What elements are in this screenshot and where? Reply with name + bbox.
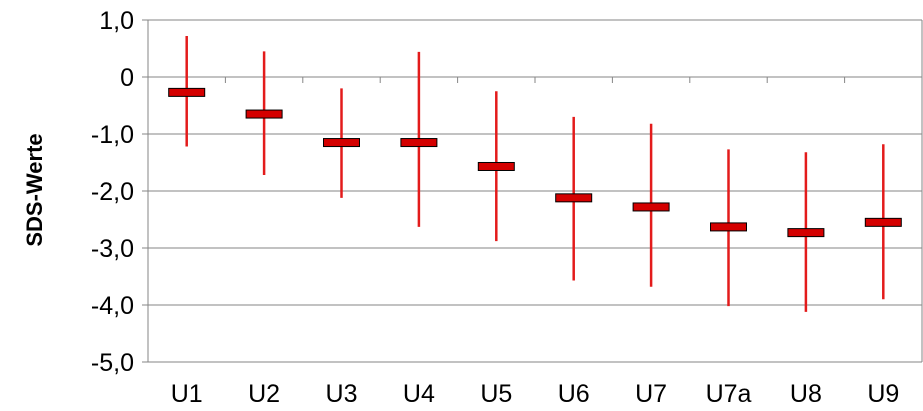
error-bar-series <box>168 35 902 312</box>
x-tick-label: U7a <box>706 380 752 408</box>
mean-marker <box>787 228 825 238</box>
gridlines <box>148 19 922 306</box>
y-tick-label: -4,0 <box>91 292 134 320</box>
y-tick-label: -1,0 <box>91 121 134 149</box>
mean-marker <box>323 138 360 148</box>
x-tick-label: U4 <box>403 380 435 408</box>
mean-marker <box>710 222 747 232</box>
y-axis-title: SDS-Werte <box>22 133 47 246</box>
x-tick-label: U6 <box>558 380 590 408</box>
y-tick-label: -5,0 <box>91 349 134 377</box>
y-tick-labels: 1,0 0 -1,0 -2,0 -3,0 -4,0 -5,0 <box>91 7 134 377</box>
mean-marker <box>168 87 206 97</box>
x-tick-label: U8 <box>790 380 822 408</box>
axes <box>142 19 923 363</box>
x-tick-label: U5 <box>480 380 512 408</box>
mean-marker <box>245 109 283 119</box>
y-tick-label: -2,0 <box>91 178 134 206</box>
mean-marker <box>400 138 438 148</box>
y-tick-label: -3,0 <box>91 235 134 263</box>
x-tick-label: U2 <box>248 380 280 408</box>
x-tick-label: U9 <box>867 380 899 408</box>
mean-marker <box>864 217 902 227</box>
mean-marker <box>555 193 593 203</box>
x-tick-labels: U1 U2 U3 U4 U5 U6 U7 U7a U8 U9 <box>171 380 900 408</box>
x-tick-label: U1 <box>171 380 203 408</box>
mean-marker <box>477 161 515 171</box>
x-tick-label: U3 <box>326 380 358 408</box>
x-tick-label: U7 <box>635 380 667 408</box>
y-tick-label: 1,0 <box>99 7 134 35</box>
y-tick-label: 0 <box>120 64 134 92</box>
mean-marker <box>632 202 670 212</box>
